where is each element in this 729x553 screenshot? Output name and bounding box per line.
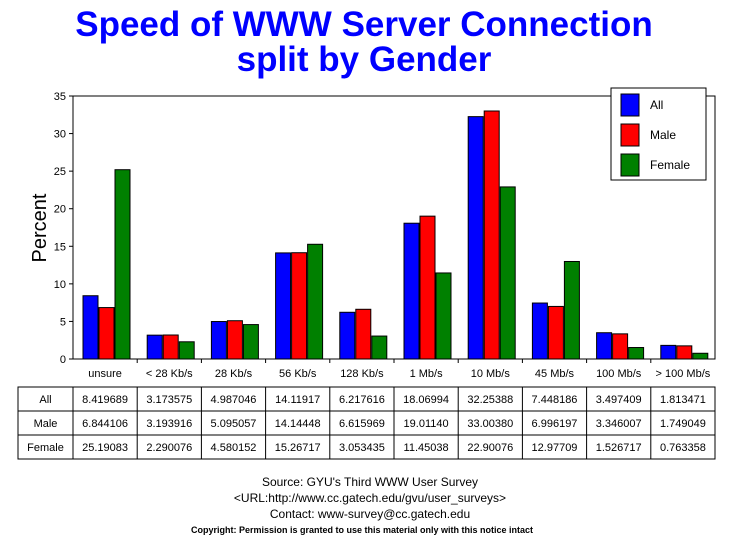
table-row-header: Female — [27, 442, 64, 454]
legend-swatch — [620, 123, 640, 147]
table-cell: 3.497409 — [596, 394, 642, 406]
x-tick-label: 100 Mb/s — [596, 368, 642, 380]
table-cell: 6.615969 — [339, 418, 385, 430]
x-tick-label: 10 Mb/s — [471, 368, 511, 380]
bar-female — [628, 347, 645, 360]
bar-male — [355, 308, 372, 360]
bar-male — [547, 305, 564, 360]
footer-contact: Contact: www-survey@cc.gatech.edu — [270, 507, 470, 521]
x-tick-label: unsure — [88, 368, 122, 380]
table-cell: 15.26717 — [275, 442, 321, 454]
x-tick-label: 56 Kb/s — [279, 368, 317, 380]
bar-female — [242, 324, 259, 360]
table-cell: 7.448186 — [532, 394, 578, 406]
table-cell: 25.19083 — [82, 442, 128, 454]
bar-all — [82, 295, 99, 360]
bar-all — [596, 332, 613, 360]
legend-label: All — [650, 98, 663, 112]
table-cell: 5.095057 — [211, 418, 257, 430]
bar-all — [339, 311, 356, 360]
bar-male — [162, 334, 179, 360]
table-cell: 32.25388 — [467, 394, 513, 406]
bar-male — [612, 333, 629, 360]
bar-male — [676, 345, 693, 360]
table-cell: 3.193916 — [146, 418, 192, 430]
bar-male — [98, 307, 115, 360]
bar-female — [692, 352, 709, 360]
legend-swatch — [620, 93, 640, 117]
x-tick-label: 1 Mb/s — [410, 368, 444, 380]
table-cell: 22.90076 — [467, 442, 513, 454]
y-tick-label: 20 — [54, 204, 66, 216]
bar-female — [499, 186, 516, 360]
table-row-header: Male — [34, 418, 58, 430]
footer-url: <URL:http://www.cc.gatech.edu/gvu/user_s… — [234, 491, 506, 505]
table-cell: 6.217616 — [339, 394, 385, 406]
table-cell: 1.749049 — [660, 418, 706, 430]
bar-male — [226, 320, 243, 360]
footer-copyright: Copyright: Permission is granted to use … — [191, 525, 533, 535]
bar-all — [660, 344, 677, 360]
data-table — [17, 386, 716, 460]
bar-male — [483, 110, 500, 360]
table-cell: 19.01140 — [404, 418, 449, 430]
table-cell: 8.419689 — [82, 394, 128, 406]
x-tick-label: 128 Kb/s — [340, 368, 384, 380]
y-tick-label: 5 — [60, 316, 66, 328]
bar-female — [563, 260, 580, 360]
y-tick-label: 30 — [54, 129, 66, 141]
footer-source: Source: GYU's Third WWW User Survey — [262, 475, 478, 489]
x-tick-label: < 28 Kb/s — [146, 368, 193, 380]
table-cell: 12.97709 — [532, 442, 578, 454]
legend-label: Male — [650, 128, 676, 142]
x-tick-label: 28 Kb/s — [215, 368, 253, 380]
bar-male — [291, 252, 308, 360]
bar-male — [419, 215, 436, 360]
bar-female — [371, 335, 388, 360]
table-cell: 0.763358 — [660, 442, 706, 454]
bar-female — [178, 341, 195, 360]
bar-all — [531, 302, 548, 360]
table-cell: 6.844106 — [82, 418, 128, 430]
table-cell: 18.06994 — [403, 394, 449, 406]
table-cell: 14.14448 — [275, 418, 321, 430]
table-cell: 11.45038 — [404, 442, 449, 454]
y-tick-label: 35 — [54, 91, 66, 103]
table-cell: 4.987046 — [211, 394, 257, 406]
table-cell: 1.813471 — [660, 394, 706, 406]
bar-all — [210, 321, 227, 360]
bar-female — [435, 272, 452, 360]
bar-female — [307, 243, 324, 360]
y-tick-label: 15 — [54, 241, 66, 253]
legend-label: Female — [650, 158, 690, 172]
table-cell: 3.173575 — [146, 394, 192, 406]
bar-all — [467, 116, 484, 360]
y-tick-label: 0 — [60, 354, 66, 366]
table-cell: 14.11917 — [275, 394, 320, 406]
legend-swatch — [620, 153, 640, 177]
table-cell: 3.053435 — [339, 442, 385, 454]
table-cell: 4.580152 — [211, 442, 257, 454]
table-cell: 33.00380 — [467, 418, 513, 430]
bar-all — [403, 222, 420, 360]
x-tick-label: > 100 Mb/s — [656, 368, 711, 380]
table-cell: 1.526717 — [596, 442, 642, 454]
bar-all — [146, 334, 163, 360]
bar-all — [275, 252, 292, 360]
table-row-header: All — [39, 394, 51, 406]
table-cell: 2.290076 — [146, 442, 192, 454]
chart-title-line2: split by Gender — [237, 40, 492, 79]
chart-title-line1: Speed of WWW Server Connection — [75, 5, 653, 44]
y-tick-label: 10 — [54, 279, 66, 291]
table-cell: 3.346007 — [596, 418, 642, 430]
y-axis-label: Percent — [29, 193, 51, 262]
y-tick-label: 25 — [54, 166, 66, 178]
table-cell: 6.996197 — [532, 418, 578, 430]
x-tick-label: 45 Mb/s — [535, 368, 575, 380]
bar-female — [114, 169, 131, 360]
